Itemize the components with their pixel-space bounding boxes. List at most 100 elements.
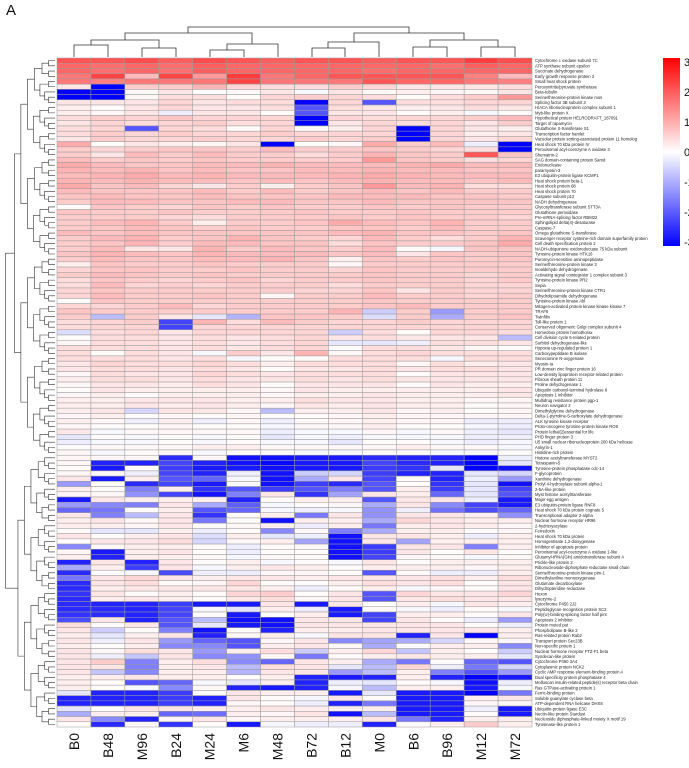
heatmap-cell bbox=[497, 611, 533, 618]
heatmap-cell bbox=[396, 486, 431, 493]
heatmap-cell bbox=[124, 355, 160, 362]
heatmap-cell bbox=[260, 705, 295, 712]
heatmap-cell bbox=[463, 350, 499, 357]
heatmap-cell bbox=[362, 324, 397, 331]
heatmap-cell bbox=[158, 240, 193, 247]
dendrogram-branch bbox=[48, 572, 55, 579]
heatmap-cell bbox=[328, 204, 363, 210]
heatmap-cell bbox=[226, 590, 261, 597]
heatmap-cell bbox=[90, 146, 126, 153]
heatmap-cell bbox=[124, 89, 160, 95]
heatmap-cell bbox=[463, 188, 499, 195]
heatmap-cell bbox=[429, 298, 465, 304]
dendrogram-branch bbox=[33, 314, 40, 342]
row-label: Cell death specification protein 2 bbox=[535, 241, 596, 246]
heatmap-cell bbox=[56, 172, 92, 179]
heatmap-cell bbox=[328, 397, 363, 404]
heatmap-cell bbox=[226, 700, 261, 707]
heatmap-cell bbox=[328, 491, 363, 498]
heatmap-cell bbox=[56, 136, 92, 142]
heatmap-cell bbox=[260, 392, 295, 398]
heatmap-cell bbox=[362, 679, 397, 686]
heatmap-cell bbox=[124, 125, 160, 132]
heatmap-cell bbox=[56, 141, 92, 148]
heatmap-cell bbox=[192, 580, 227, 587]
heatmap-cell bbox=[362, 664, 397, 670]
heatmap-cell bbox=[497, 130, 533, 137]
heatmap-cell bbox=[294, 272, 329, 278]
heatmap-cell bbox=[226, 172, 261, 179]
heatmap-cell bbox=[396, 705, 431, 712]
heatmap-cell bbox=[396, 475, 431, 482]
heatmap-cell bbox=[90, 157, 126, 163]
legend-tick-label: 2 bbox=[684, 87, 689, 99]
heatmap-cell bbox=[226, 204, 261, 210]
heatmap-cell bbox=[158, 214, 193, 221]
heatmap-cell bbox=[158, 507, 193, 513]
heatmap-cell bbox=[497, 62, 533, 69]
heatmap-cell bbox=[294, 136, 329, 142]
heatmap-cell bbox=[396, 89, 431, 95]
heatmap-cell bbox=[90, 397, 126, 404]
heatmap-cell bbox=[56, 94, 92, 101]
heatmap-cell bbox=[56, 334, 92, 341]
heatmap-cell bbox=[328, 679, 363, 686]
dendrogram-branch bbox=[33, 413, 40, 441]
row-label: Phospholipase B-like 2 bbox=[535, 628, 578, 633]
heatmap-cell bbox=[158, 538, 193, 545]
heatmap-cell bbox=[328, 669, 363, 675]
heatmap-cell bbox=[56, 684, 92, 691]
heatmap-cell bbox=[158, 324, 193, 331]
heatmap-cell bbox=[192, 193, 227, 200]
dendrogram-branch bbox=[48, 123, 55, 129]
heatmap-cell bbox=[429, 371, 465, 378]
heatmap-cell bbox=[260, 99, 295, 106]
heatmap-cell bbox=[497, 549, 533, 555]
heatmap-cell bbox=[192, 115, 227, 121]
heatmap-cell bbox=[56, 679, 92, 686]
heatmap-cell bbox=[497, 115, 533, 121]
dendrogram-branch bbox=[48, 546, 55, 553]
heatmap-cell bbox=[396, 204, 431, 210]
heatmap-cell bbox=[56, 177, 92, 184]
row-label: Mitogen-activated protein kinase kinase … bbox=[535, 304, 626, 309]
heatmap-cell bbox=[158, 110, 193, 116]
heatmap-cell bbox=[362, 575, 397, 581]
dendrogram-branch bbox=[30, 537, 39, 572]
heatmap-cell bbox=[158, 632, 193, 639]
heatmap-cell bbox=[497, 428, 533, 435]
dendrogram-branch bbox=[48, 598, 55, 605]
heatmap-cell bbox=[158, 99, 193, 106]
heatmap-cell bbox=[294, 371, 329, 378]
heatmap-cell bbox=[429, 643, 465, 649]
heatmap-cell bbox=[158, 522, 193, 529]
dendrogram-branch bbox=[44, 593, 55, 602]
dendrogram-branch bbox=[34, 68, 42, 91]
dendrogram-branch bbox=[48, 269, 55, 276]
row-label: Delta-1-pyrroline-5-carboxylate dehydrog… bbox=[535, 414, 623, 419]
heatmap-cell bbox=[90, 245, 126, 252]
heatmap-cell bbox=[124, 193, 160, 200]
row-label: Heat shock protein 68 bbox=[535, 184, 576, 189]
heatmap-cell bbox=[158, 554, 193, 560]
heatmap-cell bbox=[260, 292, 295, 299]
heatmap-cell bbox=[192, 502, 227, 508]
heatmap-cell bbox=[396, 277, 431, 283]
heatmap-cell bbox=[396, 68, 431, 74]
column-label: B12 bbox=[337, 733, 353, 758]
dendrogram-branch bbox=[48, 70, 55, 77]
heatmap-cell bbox=[124, 251, 160, 257]
heatmap-cell bbox=[124, 313, 160, 320]
heatmap-cell bbox=[362, 387, 397, 393]
heatmap-cell bbox=[463, 204, 499, 210]
heatmap-cell bbox=[124, 136, 160, 142]
heatmap-cell bbox=[429, 360, 465, 367]
heatmap-cell bbox=[429, 136, 465, 142]
heatmap-cell bbox=[396, 402, 431, 409]
heatmap-cell bbox=[362, 120, 397, 127]
heatmap-cell bbox=[294, 705, 329, 712]
heatmap-cell bbox=[158, 78, 193, 85]
heatmap-cell bbox=[192, 99, 227, 106]
heatmap-cell bbox=[429, 580, 465, 587]
heatmap-cell bbox=[90, 68, 126, 74]
